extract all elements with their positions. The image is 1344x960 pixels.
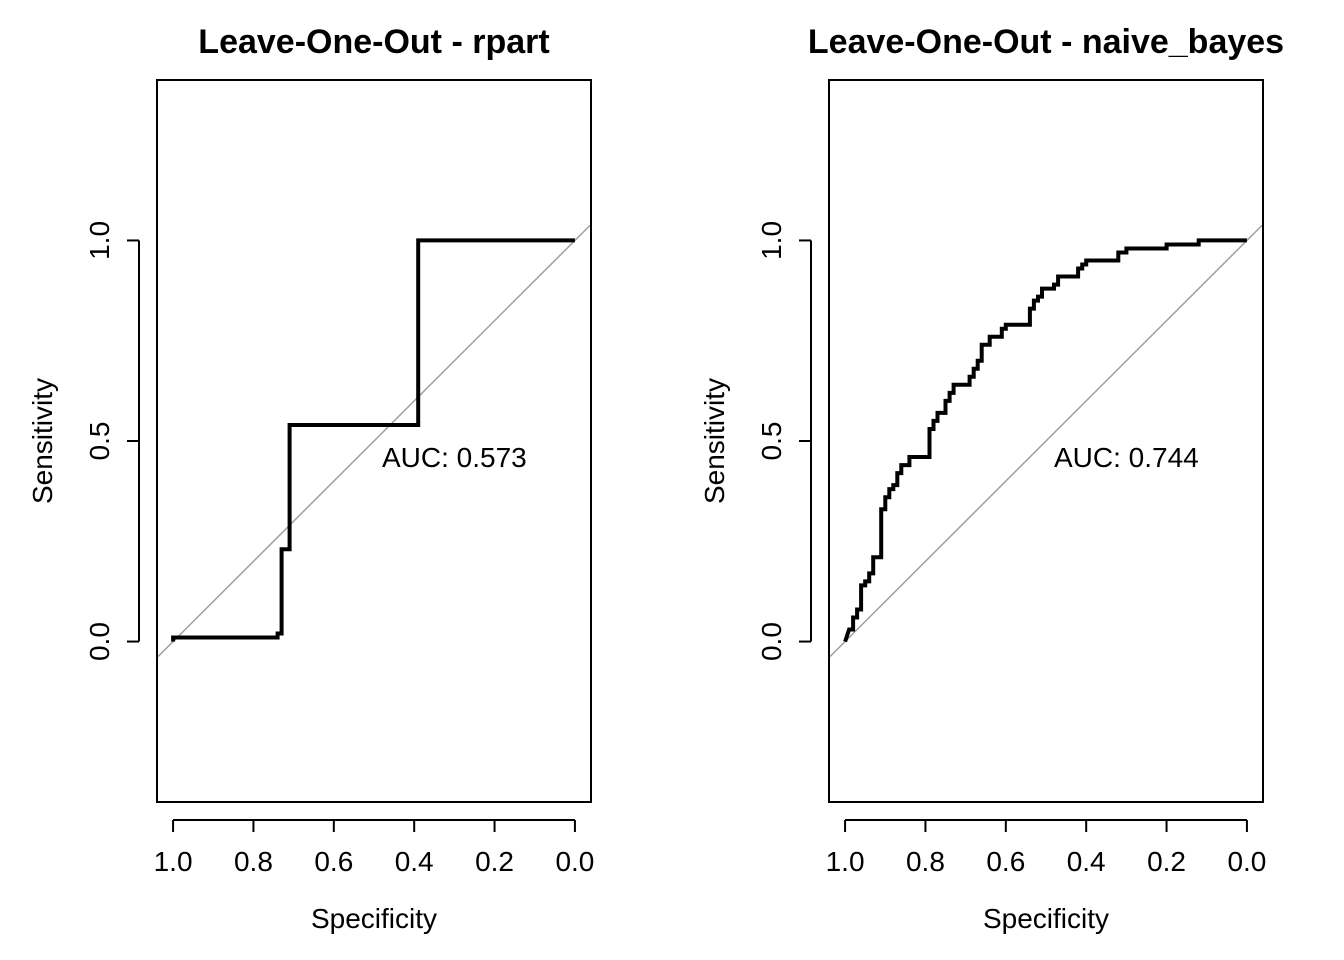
plot-clip bbox=[157, 223, 591, 659]
x-tick-label: 1.0 bbox=[826, 846, 865, 877]
plot-frame bbox=[156, 79, 592, 803]
roc-curve bbox=[843, 238, 1247, 643]
plot-frame bbox=[828, 79, 1264, 803]
auc-annotation: AUC: 0.573 bbox=[382, 442, 527, 473]
x-axis: 1.0 0.8 0.6 0.4 0.2 0.0 bbox=[826, 819, 1266, 877]
y-tick-label: 0.5 bbox=[84, 422, 115, 461]
x-tick-label: 0.4 bbox=[1067, 846, 1106, 877]
x-axis: 1.0 0.8 0.6 0.4 0.2 0.0 bbox=[154, 819, 594, 877]
x-tick-label: 0.8 bbox=[906, 846, 945, 877]
x-tick-label: 0.8 bbox=[234, 846, 273, 877]
reference-diagonal bbox=[157, 223, 591, 659]
plot-clip bbox=[829, 223, 1263, 659]
roc-curve bbox=[171, 238, 575, 642]
x-tick-label: 0.2 bbox=[475, 846, 514, 877]
y-tick-label: 1.0 bbox=[84, 221, 115, 260]
x-tick-label: 0.6 bbox=[314, 846, 353, 877]
reference-diagonal bbox=[829, 223, 1263, 659]
x-tick-label: 0.6 bbox=[986, 846, 1025, 877]
x-tick-label: 0.2 bbox=[1147, 846, 1186, 877]
x-tick-label: 0.4 bbox=[395, 846, 434, 877]
x-axis-label: Specificity bbox=[311, 903, 437, 934]
y-axis: 0.0 0.5 1.0 bbox=[756, 221, 812, 661]
y-tick-label: 0.5 bbox=[756, 422, 787, 461]
y-axis-label: Sensitivity bbox=[699, 378, 730, 504]
y-tick-label: 0.0 bbox=[84, 622, 115, 661]
auc-annotation: AUC: 0.744 bbox=[1054, 442, 1199, 473]
y-tick-label: 1.0 bbox=[756, 221, 787, 260]
y-axis-label: Sensitivity bbox=[27, 378, 58, 504]
x-tick-label: 1.0 bbox=[154, 846, 193, 877]
x-tick-label: 0.0 bbox=[1227, 846, 1266, 877]
x-axis-label: Specificity bbox=[983, 903, 1109, 934]
x-tick-label: 0.0 bbox=[555, 846, 594, 877]
chart-title: Leave-One-Out - naive_bayes bbox=[808, 23, 1284, 61]
chart-title: Leave-One-Out - rpart bbox=[198, 23, 549, 61]
y-axis: 0.0 0.5 1.0 bbox=[84, 221, 140, 661]
y-tick-label: 0.0 bbox=[756, 622, 787, 661]
panel-rpart: Leave-One-Out - rpart 1.0 0.8 0.6 0.4 0.2 0.0… bbox=[27, 23, 594, 934]
panel-naive-bayes: Leave-One-Out - naive_bayes 1.0 0.8 0.6 0.4… bbox=[699, 23, 1284, 934]
